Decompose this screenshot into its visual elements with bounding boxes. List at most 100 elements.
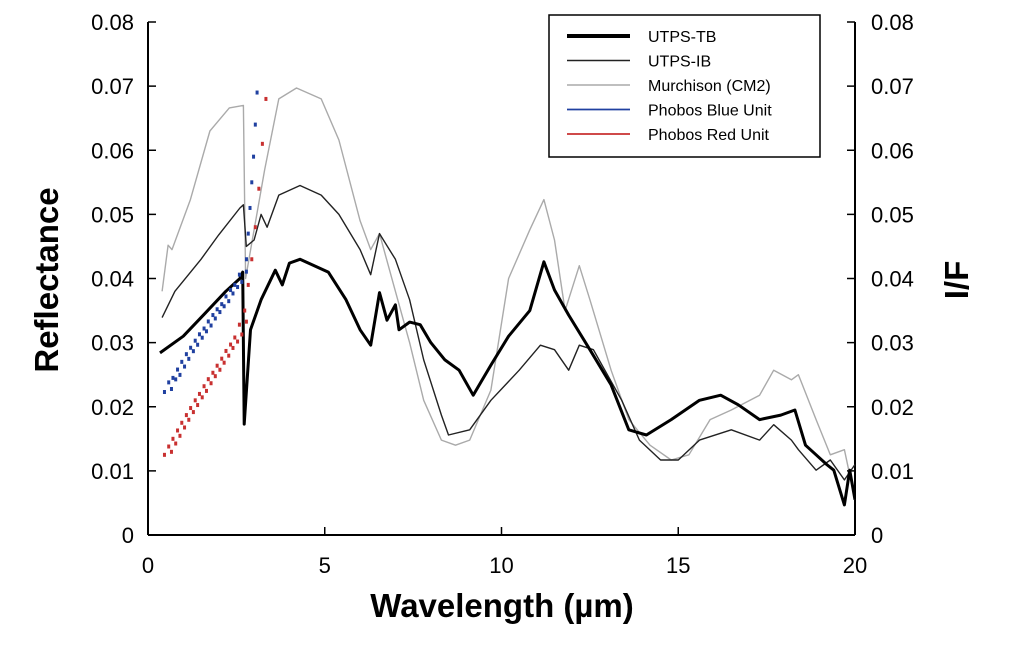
data-point (167, 380, 171, 385)
data-point (220, 302, 224, 307)
data-point (224, 348, 228, 353)
y-tick-label-right: 0.02 (871, 395, 914, 420)
data-point (236, 285, 240, 290)
x-tick-label: 15 (666, 553, 690, 578)
data-point (184, 352, 188, 357)
series-phobos-blue-unit (162, 90, 259, 395)
data-point (206, 377, 210, 382)
y-tick-label-right: 0.06 (871, 138, 914, 163)
y-tick-label-right: 0.07 (871, 74, 914, 99)
data-point (183, 364, 187, 369)
y-tick-label-left: 0.02 (91, 395, 134, 420)
legend-label: Murchison (CM2) (648, 78, 771, 95)
data-point (222, 360, 226, 365)
x-tick-label: 20 (843, 553, 867, 578)
data-point (167, 444, 171, 449)
data-point (200, 395, 204, 400)
data-point (233, 282, 237, 287)
data-point (229, 342, 233, 347)
data-point (255, 90, 259, 95)
data-point (215, 307, 219, 312)
data-point (253, 225, 257, 230)
data-point (180, 359, 184, 364)
y-tick-label-left: 0.04 (91, 267, 134, 292)
data-point (222, 304, 226, 309)
data-point (178, 372, 182, 377)
y-tick-label-right: 0.01 (871, 459, 914, 484)
y-tick-label-left: 0.07 (91, 74, 134, 99)
data-point (211, 370, 215, 375)
data-point (200, 335, 204, 340)
data-point (193, 338, 197, 343)
data-point (240, 332, 244, 337)
y-axis-title: Reflectance (28, 187, 65, 372)
data-point (260, 141, 264, 146)
y-tick-label-right: 0 (871, 523, 883, 548)
data-point (180, 420, 184, 425)
data-point (209, 323, 213, 328)
data-point (189, 406, 193, 411)
x-tick-label: 5 (319, 553, 331, 578)
y-tick-label-left: 0.08 (91, 10, 134, 35)
y-tick-label-left: 0.05 (91, 202, 134, 227)
y-tick-label-right: 0.03 (871, 331, 914, 356)
data-point (174, 441, 178, 446)
data-point (191, 349, 195, 354)
legend: UTPS-TB UTPS-IB Murchison (CM2) Phobos Blue… (548, 14, 821, 158)
data-point (237, 272, 241, 277)
data-point (244, 319, 248, 324)
data-point (213, 374, 217, 379)
data-point (231, 345, 235, 350)
data-point (187, 356, 191, 361)
data-point (224, 294, 228, 299)
data-point (174, 377, 178, 382)
data-point (178, 433, 182, 438)
x-tick-label: 0 (142, 553, 154, 578)
legend-label: Phobos Red Unit (648, 127, 770, 144)
data-point (197, 332, 201, 337)
data-point (202, 326, 206, 331)
y-tick-label-left: 0.03 (91, 331, 134, 356)
data-point (189, 345, 193, 350)
data-point (236, 339, 240, 344)
data-point (196, 342, 200, 347)
data-point (246, 231, 250, 236)
x-tick-label: 10 (489, 553, 513, 578)
x-axis-title: Wavelength (µm) (370, 587, 633, 624)
data-point (257, 186, 261, 191)
data-point (197, 391, 201, 396)
data-point (227, 299, 231, 304)
data-point (227, 353, 231, 358)
series-utps-ib (161, 184, 856, 481)
data-point (229, 288, 233, 293)
data-point (231, 291, 235, 296)
data-point (240, 279, 244, 284)
series-utps-tb (159, 257, 856, 507)
data-point (250, 257, 254, 262)
data-point (218, 310, 222, 315)
data-point (209, 381, 213, 386)
data-point (244, 257, 248, 262)
data-point (218, 367, 222, 372)
y-axis-title-right: I/F (938, 261, 975, 300)
data-point (248, 205, 252, 210)
data-point (187, 417, 191, 422)
data-point (252, 154, 256, 159)
data-point (171, 375, 175, 380)
data-point (264, 96, 268, 101)
data-point (213, 316, 217, 321)
data-point (196, 403, 200, 408)
data-point (215, 363, 219, 368)
data-point (162, 452, 166, 457)
data-point (191, 410, 195, 415)
data-point (183, 425, 187, 430)
data-point (204, 329, 208, 334)
data-point (253, 122, 257, 127)
data-point (211, 313, 215, 318)
data-point (169, 387, 173, 392)
series-phobos-red-unit (162, 96, 268, 457)
legend-label: UTPS-TB (648, 29, 716, 46)
data-point (244, 269, 248, 274)
data-point (171, 436, 175, 441)
